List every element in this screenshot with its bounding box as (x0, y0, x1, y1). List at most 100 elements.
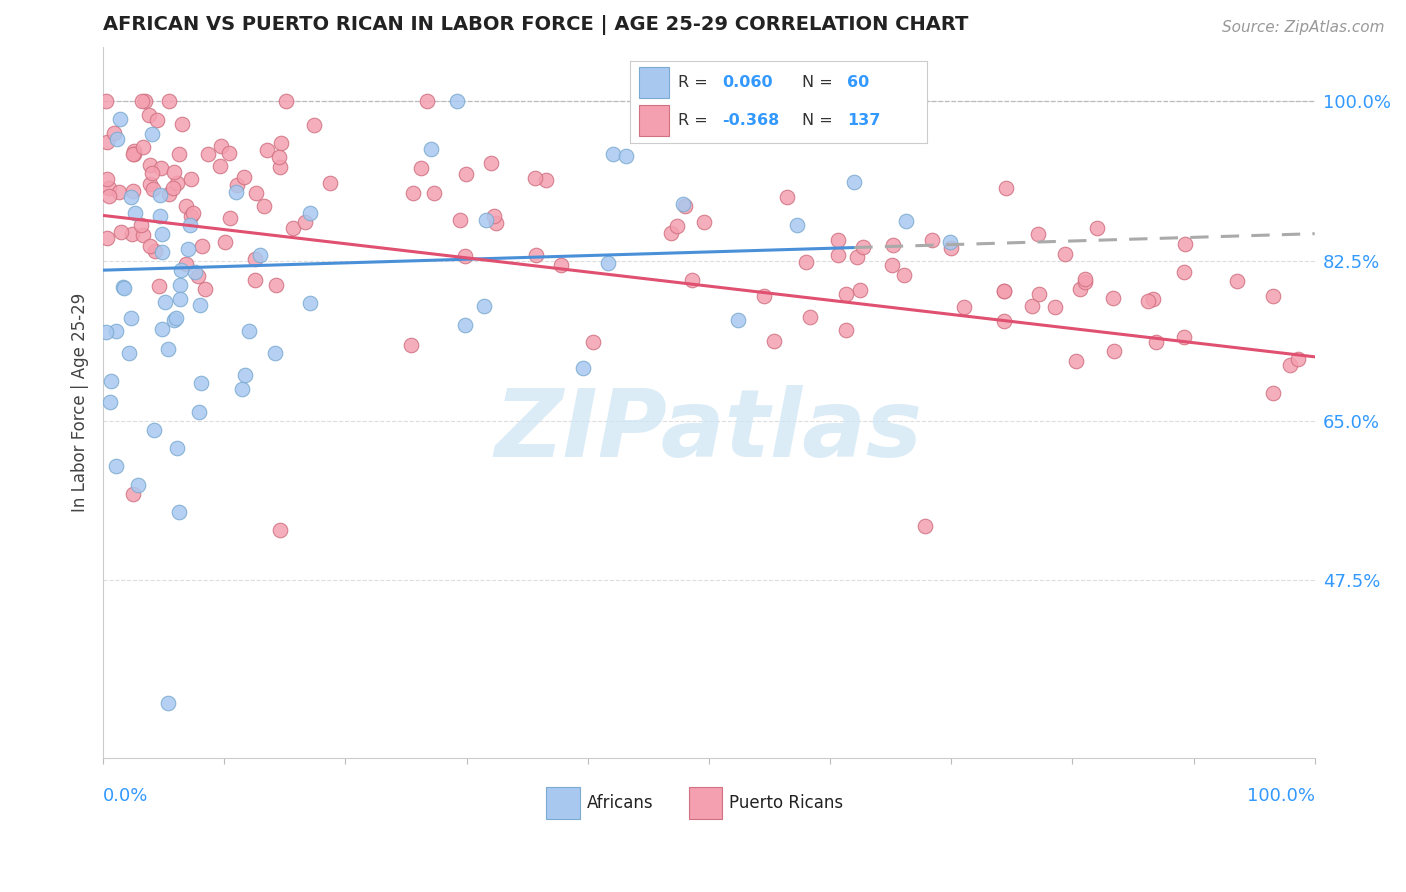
Point (149, 187, 172, 202)
Point (117, 345, 139, 359)
Point (1173, 330, 1195, 344)
Point (1064, 354, 1087, 368)
Point (675, 199, 697, 213)
Point (124, 205, 146, 219)
Point (941, 241, 963, 255)
Point (129, 219, 152, 233)
Point (121, 227, 143, 241)
Point (893, 268, 915, 282)
Point (139, 158, 162, 172)
Point (131, 140, 153, 154)
Point (1021, 299, 1043, 313)
Point (475, 213, 498, 227)
Point (112, 280, 135, 294)
Point (225, 186, 247, 200)
Point (138, 108, 160, 122)
Point (269, 160, 291, 174)
Point (150, 227, 173, 241)
Point (166, 441, 188, 455)
Point (582, 334, 605, 349)
Point (169, 277, 191, 292)
Point (454, 318, 477, 333)
Point (423, 186, 446, 200)
Point (302, 118, 325, 132)
Point (1069, 282, 1091, 296)
Point (231, 382, 253, 396)
Point (472, 299, 495, 313)
Point (142, 182, 165, 196)
Point (786, 219, 808, 233)
Point (172, 117, 194, 131)
Point (121, 184, 143, 198)
Point (177, 242, 200, 256)
Point (672, 196, 695, 211)
Point (1102, 343, 1125, 358)
Text: Source: ZipAtlas.com: Source: ZipAtlas.com (1222, 20, 1385, 35)
Point (104, 325, 127, 339)
Point (120, 311, 142, 326)
Point (159, 186, 181, 201)
Point (1226, 274, 1249, 288)
Point (659, 226, 682, 240)
Point (550, 259, 572, 273)
Point (1073, 272, 1095, 286)
Point (882, 259, 904, 273)
Point (754, 289, 776, 303)
Point (157, 697, 180, 711)
Point (191, 239, 214, 253)
Point (446, 95, 468, 109)
Point (98, 395, 121, 409)
Point (1142, 292, 1164, 306)
Point (166, 176, 188, 190)
Point (399, 337, 422, 351)
Point (139, 177, 162, 191)
Point (190, 376, 212, 391)
Point (298, 296, 321, 310)
Point (145, 112, 167, 127)
Text: 100.0%: 100.0% (1247, 787, 1315, 805)
Point (882, 237, 904, 252)
Point (243, 252, 266, 266)
Point (103, 126, 125, 140)
Point (1137, 294, 1160, 309)
Point (176, 257, 198, 271)
Point (149, 210, 172, 224)
Point (269, 523, 291, 537)
Point (238, 324, 260, 338)
Point (276, 95, 298, 109)
Point (1043, 300, 1066, 314)
Point (105, 459, 128, 474)
Point (183, 206, 205, 220)
Point (134, 95, 156, 109)
Point (94, 325, 117, 339)
Point (799, 127, 821, 141)
Y-axis label: In Labor Force | Age 25-29: In Labor Force | Age 25-29 (72, 293, 89, 512)
Point (681, 273, 703, 287)
Point (157, 342, 180, 356)
Point (485, 216, 508, 230)
Point (194, 282, 217, 296)
Point (209, 159, 232, 173)
Point (150, 161, 173, 175)
Point (180, 172, 202, 186)
Point (96, 171, 118, 186)
Point (94, 95, 117, 109)
Point (256, 143, 278, 157)
Point (482, 209, 505, 223)
Point (167, 505, 190, 519)
Point (416, 95, 439, 109)
Point (1173, 265, 1195, 279)
Point (110, 225, 132, 239)
Point (479, 155, 502, 169)
Point (163, 313, 186, 327)
Point (225, 178, 247, 193)
Text: ZIPatlas: ZIPatlas (495, 385, 922, 477)
Point (294, 215, 316, 229)
Point (243, 273, 266, 287)
Point (188, 404, 211, 418)
Point (402, 186, 425, 200)
Point (218, 146, 240, 161)
Point (993, 284, 1015, 298)
Text: 0.0%: 0.0% (103, 787, 149, 805)
Point (108, 185, 131, 199)
